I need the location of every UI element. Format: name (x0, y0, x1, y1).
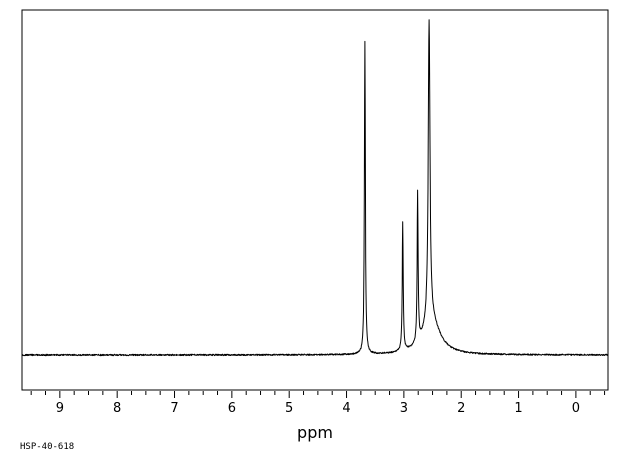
x-axis-tick-labels: 9 8 7 6 5 4 3 2 1 0 (56, 401, 580, 416)
x-tick-label: 0 (572, 401, 580, 416)
x-tick-label: 4 (342, 401, 350, 416)
sample-id-label: HSP-40-618 (20, 442, 74, 452)
spectrum-trace (21, 19, 609, 357)
x-tick-label: 1 (514, 401, 522, 416)
x-tick-label: 8 (113, 401, 121, 416)
x-tick-label: 7 (170, 401, 178, 416)
x-tick-label: 3 (400, 401, 408, 416)
x-tick-label: 6 (228, 401, 236, 416)
x-tick-label: 9 (56, 401, 64, 416)
x-axis-title: ppm (297, 423, 333, 442)
plot-border (21, 9, 609, 391)
x-axis-ticks (30, 391, 606, 398)
x-tick-label: 5 (285, 401, 293, 416)
x-tick-label: 2 (457, 401, 465, 416)
